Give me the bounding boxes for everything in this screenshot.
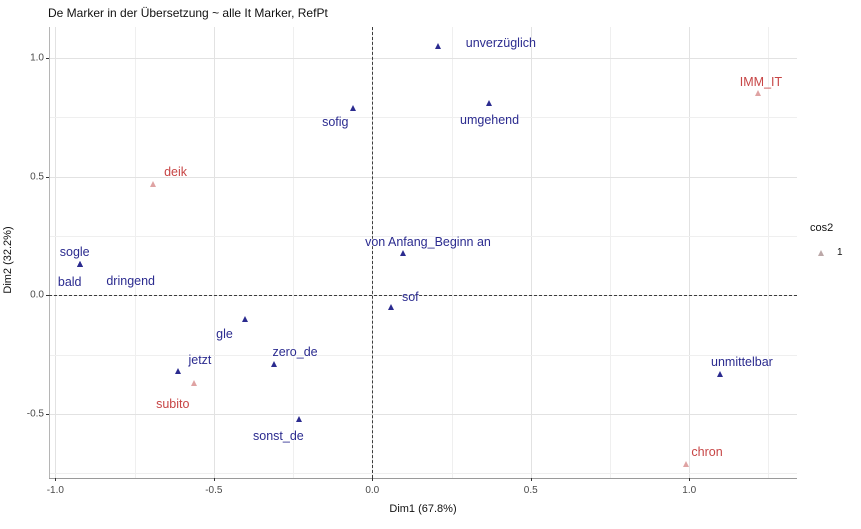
point-label-chron: chron [691,444,723,459]
grid-line-horizontal [49,413,797,415]
point-label-gle: gle [216,326,233,341]
point-label-umgehend: umgehend [460,112,520,127]
grid-line-horizontal [49,176,797,178]
x-tick-label: 0.0 [365,485,380,496]
point-label-unmittelbar: unmittelbar [711,354,773,369]
x-tick-label: -1.0 [46,485,64,496]
grid-line-vertical [610,27,611,478]
data-point-unmittelbar [717,370,724,377]
x-tick-label: 1.0 [682,485,697,496]
point-label-imm-it: IMM_IT [739,75,783,90]
y-tick-mark [46,295,49,297]
grid-line-horizontal [49,473,797,475]
triangle-icon [818,250,824,256]
point-label-jetzt: jetzt [188,353,212,368]
point-label-deik: deik [164,164,188,179]
point-label-von-anfang-beginn-an: von Anfang_Beginn an [365,234,491,249]
data-point-umgehend [486,99,493,106]
x-tick-mark [55,478,57,481]
grid-line-horizontal [49,354,797,356]
y-tick-label: 0.0 [30,289,44,301]
grid-line-vertical [451,27,453,478]
zero-reference-line-horizontal [49,295,797,297]
data-point-sonst-de [295,415,302,422]
data-point-gle [242,315,248,322]
y-axis-line [49,27,50,478]
legend: cos2 1 [804,222,860,259]
chart-title: De Marker in der Übersetzung ~ alle It M… [48,6,328,20]
grid-line-vertical [293,27,295,478]
point-label-zero-de: zero_de [272,345,318,360]
data-point-unverzüglich [435,42,442,49]
x-axis-line [49,478,797,479]
y-tick-label: 0.5 [30,171,44,183]
grid-line-horizontal [49,235,797,237]
legend-entry: 1 [804,247,860,259]
x-tick-label: 0.5 [523,485,538,496]
x-tick-mark [372,478,374,481]
point-label-subito: subito [156,397,190,412]
grid-line-vertical [768,27,770,478]
data-point-imm-it [755,90,762,97]
x-tick-mark [689,478,691,481]
point-label-bald: bald [57,275,82,290]
y-tick-mark [46,176,49,178]
y-axis-title: Dim2 (32.2%) [2,226,14,294]
zero-reference-line-vertical [372,27,374,478]
x-tick-mark [213,478,215,481]
grid-line-vertical [213,27,215,478]
legend-title: cos2 [810,222,834,234]
legend-entry-label: 1 [837,247,843,258]
x-tick-label: -0.5 [205,485,223,496]
data-point-sof [387,304,394,311]
y-tick-label: 1.0 [30,52,44,64]
data-point-subito [191,380,198,387]
x-tick-mark [530,478,532,481]
data-point-zero-de [270,361,277,368]
grid-line-vertical [134,27,136,478]
point-label-sogle: sogle [59,245,90,260]
data-point-deik [150,180,157,187]
point-label-unverzüglich: unverzüglich [465,35,536,50]
x-axis-title: Dim1 (67.8%) [389,503,457,515]
grid-line-vertical [689,27,691,478]
grid-line-vertical [55,27,57,478]
data-point-chron [682,460,689,467]
y-tick-mark [46,413,49,415]
data-point-dringend [77,261,84,268]
y-tick-label: -0.5 [26,408,44,420]
grid-line-horizontal [49,117,797,119]
grid-line-horizontal [49,57,797,59]
data-point-von-anfang-beginn-an [400,249,407,256]
grid-line-vertical [530,27,532,478]
y-tick-mark [46,57,49,59]
data-point-jetzt [175,368,182,375]
data-point-sofig [349,104,356,111]
point-label-sonst-de: sonst_de [253,428,304,443]
point-label-sof: sof [401,290,419,305]
point-label-sofig: sofig [322,114,349,129]
point-label-dringend: dringend [106,274,156,289]
